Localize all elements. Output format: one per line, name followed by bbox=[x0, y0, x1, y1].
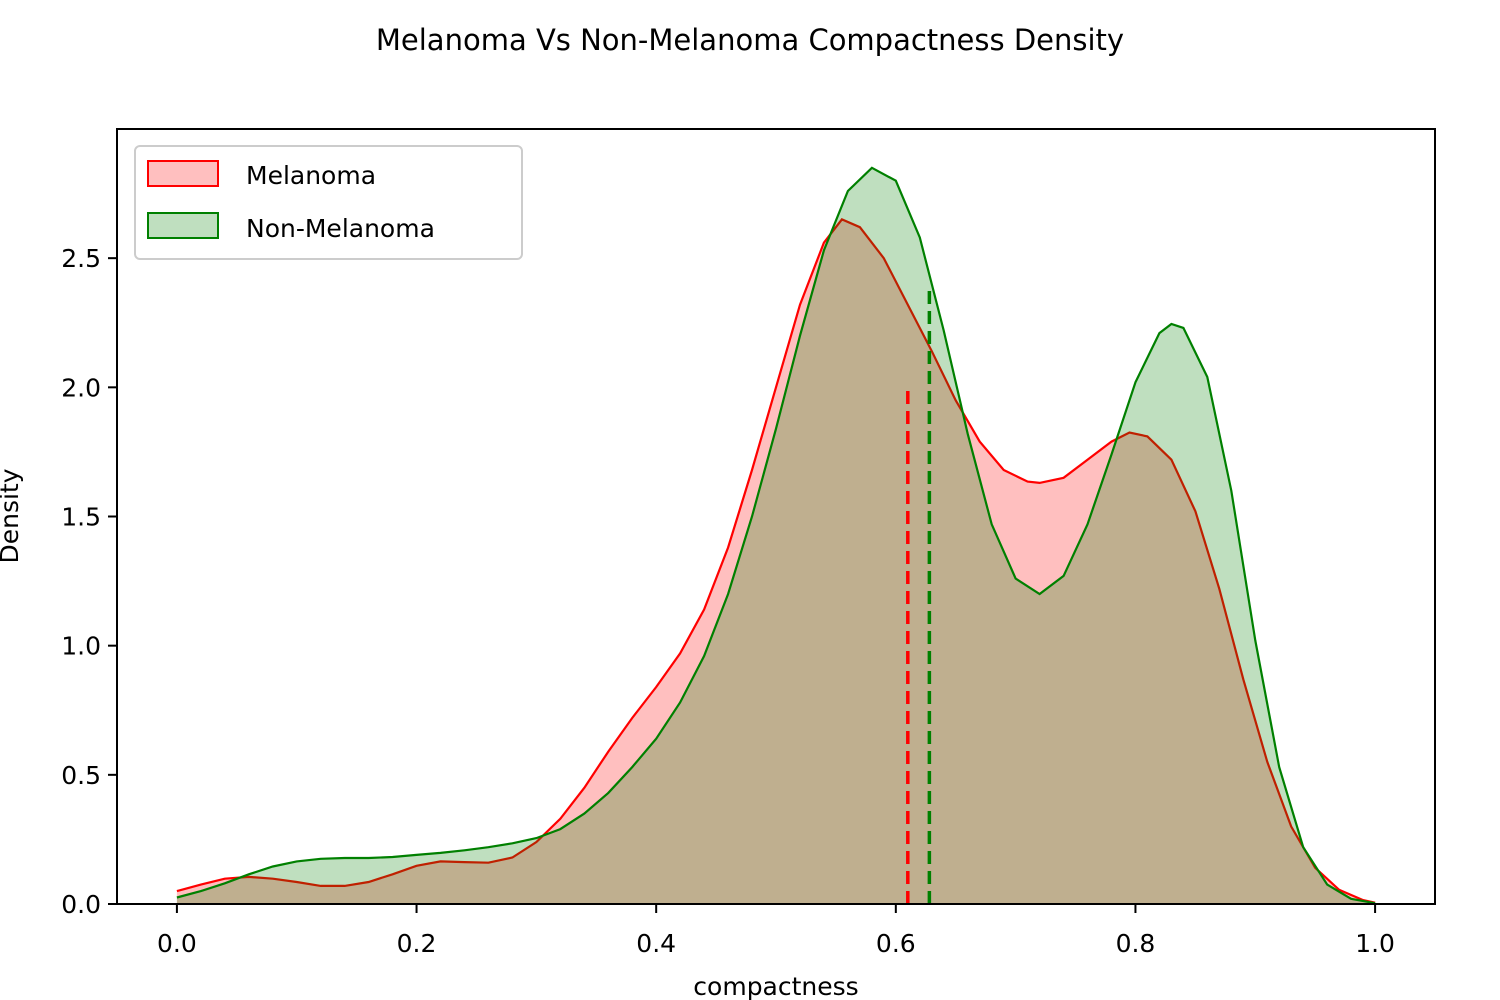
x-tick-label: 0.4 bbox=[636, 929, 676, 958]
legend: Melanoma Non-Melanoma bbox=[134, 145, 523, 260]
legend-label-melanoma: Melanoma bbox=[246, 161, 376, 190]
y-tick-label: 1.0 bbox=[61, 632, 101, 661]
y-tick-label: 0.5 bbox=[61, 761, 101, 790]
y-tick-label: 0.0 bbox=[61, 890, 101, 919]
x-tick-label: 0.0 bbox=[157, 929, 197, 958]
legend-swatch-melanoma bbox=[147, 160, 219, 187]
x-tick-label: 1.0 bbox=[1355, 929, 1395, 958]
y-tick-label: 2.5 bbox=[61, 244, 101, 273]
legend-label-non-melanoma: Non-Melanoma bbox=[246, 214, 435, 243]
y-axis-ticks: 0.0 0.5 1.0 1.5 2.0 2.5 bbox=[61, 244, 117, 919]
chart-title: Melanoma Vs Non-Melanoma Compactness Den… bbox=[376, 23, 1124, 57]
x-tick-label: 0.8 bbox=[1116, 929, 1156, 958]
x-axis-label: compactness bbox=[693, 972, 858, 1000]
density-line-melanoma bbox=[176, 218, 1376, 904]
mean-lines bbox=[906, 284, 932, 904]
y-tick-label: 2.0 bbox=[61, 373, 101, 402]
density-line-non-melanoma bbox=[176, 166, 1376, 905]
x-tick-label: 0.2 bbox=[397, 929, 437, 958]
y-tick-label: 1.5 bbox=[61, 503, 101, 532]
density-area-melanoma bbox=[176, 219, 1376, 904]
y-axis-label: Density bbox=[0, 468, 24, 563]
legend-frame bbox=[134, 145, 523, 260]
density-area-non-melanoma bbox=[176, 167, 1376, 905]
plot-area bbox=[176, 166, 1376, 905]
x-tick-label: 0.6 bbox=[876, 929, 916, 958]
x-axis-ticks: 0.0 0.2 0.4 0.6 0.8 1.0 bbox=[157, 904, 1395, 958]
legend-swatch-non-melanoma bbox=[147, 212, 219, 239]
